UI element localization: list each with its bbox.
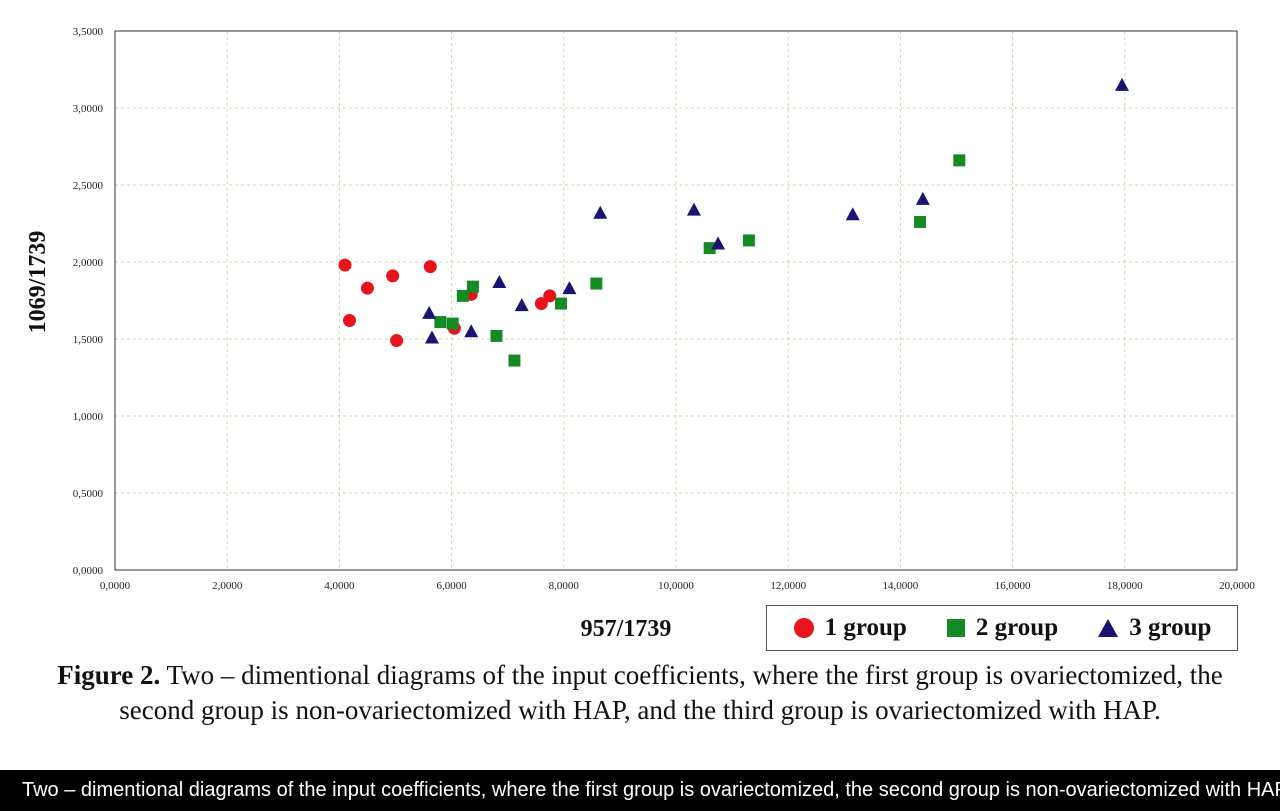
x-tick-label: 12,0000 [770,580,806,592]
data-point-group-1 [338,258,352,272]
y-tick-label: 0,5000 [73,488,104,500]
data-point-group-2 [703,242,716,255]
data-point-group-2 [953,154,966,167]
data-point-group-2 [490,329,503,342]
y-tick-label: 1,0000 [73,411,104,423]
y-tick-label: 2,0000 [73,257,104,269]
data-point-group-2 [742,234,755,247]
data-point-group-2 [434,316,447,329]
x-tick-label: 0,0000 [100,580,131,592]
data-point-group-2 [466,280,479,293]
legend-item-2-group: 2 group [946,614,1058,642]
figure-caption: Figure 2. Two – dimentional diagrams of … [40,658,1240,728]
data-point-group-1 [543,289,557,303]
data-point-group-3 [845,207,860,221]
scatter-chart: 0,0000 2,0000 4,0000 6,0000 8,0000 10,0000 12,… [25,26,1256,642]
data-point-group-3 [514,298,529,312]
x-tick-labels: 0,0000 2,0000 4,0000 6,0000 8,0000 10,0000 12,… [100,580,1256,592]
green-square-marker-icon [946,619,965,637]
legend-item-3-group: 3 group [1097,614,1211,642]
red-circle-marker-icon [793,618,814,638]
data-point-group-3 [915,191,930,205]
data-point-group-3 [562,281,577,295]
data-point-group-3 [422,305,437,319]
x-tick-label: 6,0000 [436,580,467,592]
data-point-group-1 [534,297,548,311]
x-tick-label: 14,0000 [883,580,919,592]
x-tick-label: 18,0000 [1107,580,1143,592]
x-tick-label: 8,0000 [549,580,580,592]
legend-label-3-group: 3 group [1129,614,1212,641]
chart-legend: 1 group 2 group 3 group [766,605,1238,651]
navy-triangle-marker-icon [1098,619,1119,637]
x-tick-label: 4,0000 [324,580,355,592]
data-point-group-3 [464,324,479,338]
data-point-group-3 [593,205,608,219]
data-point-group-3 [492,275,507,289]
x-axis-title: 957/1739 [581,616,672,642]
x-tick-label: 10,0000 [658,580,694,592]
data-point-group-1 [390,334,404,348]
data-point-group-2 [554,297,567,310]
x-tick-label: 2,0000 [212,580,243,592]
caption-text: Two – dimentional diagrams of the input … [119,660,1223,725]
footer-text: Two – dimentional diagrams of the input … [22,779,1280,801]
data-points [338,77,1129,367]
data-point-group-1 [423,260,437,274]
y-tick-label: 3,5000 [73,26,104,38]
data-point-group-1 [342,314,356,328]
y-tick-label: 1,5000 [73,334,104,346]
grid-lines [115,31,1237,570]
y-tick-label: 2,5000 [73,180,104,192]
y-axis-title: 1069/1739 [25,231,51,334]
legend-item-1-group: 1 group [793,614,907,642]
legend-label-1-group: 1 group [824,614,907,641]
x-tick-label: 20,0000 [1219,580,1255,592]
data-point-group-2 [456,289,469,302]
data-point-group-3 [424,330,439,344]
plot-area-frame [114,30,1238,571]
y-tick-label: 0,0000 [73,565,104,577]
data-point-group-2 [914,215,927,228]
data-point-group-3 [686,202,701,216]
data-point-group-1 [386,269,400,283]
data-point-group-2 [446,317,459,330]
data-point-group-3 [711,236,726,250]
data-point-group-2 [508,354,521,367]
data-point-group-3 [1114,77,1129,91]
x-tick-label: 16,0000 [995,580,1031,592]
data-point-group-1 [360,281,374,295]
footer-caption-bar: Two – dimentional diagrams of the input … [0,770,1280,811]
caption-label: Figure 2. [57,660,161,690]
y-tick-labels: 0,0000 0,5000 1,0000 1,5000 2,0000 2,5000 3,00… [73,26,104,577]
data-point-group-2 [590,277,603,290]
legend-label-2-group: 2 group [975,614,1059,641]
y-tick-label: 3,0000 [73,103,104,115]
